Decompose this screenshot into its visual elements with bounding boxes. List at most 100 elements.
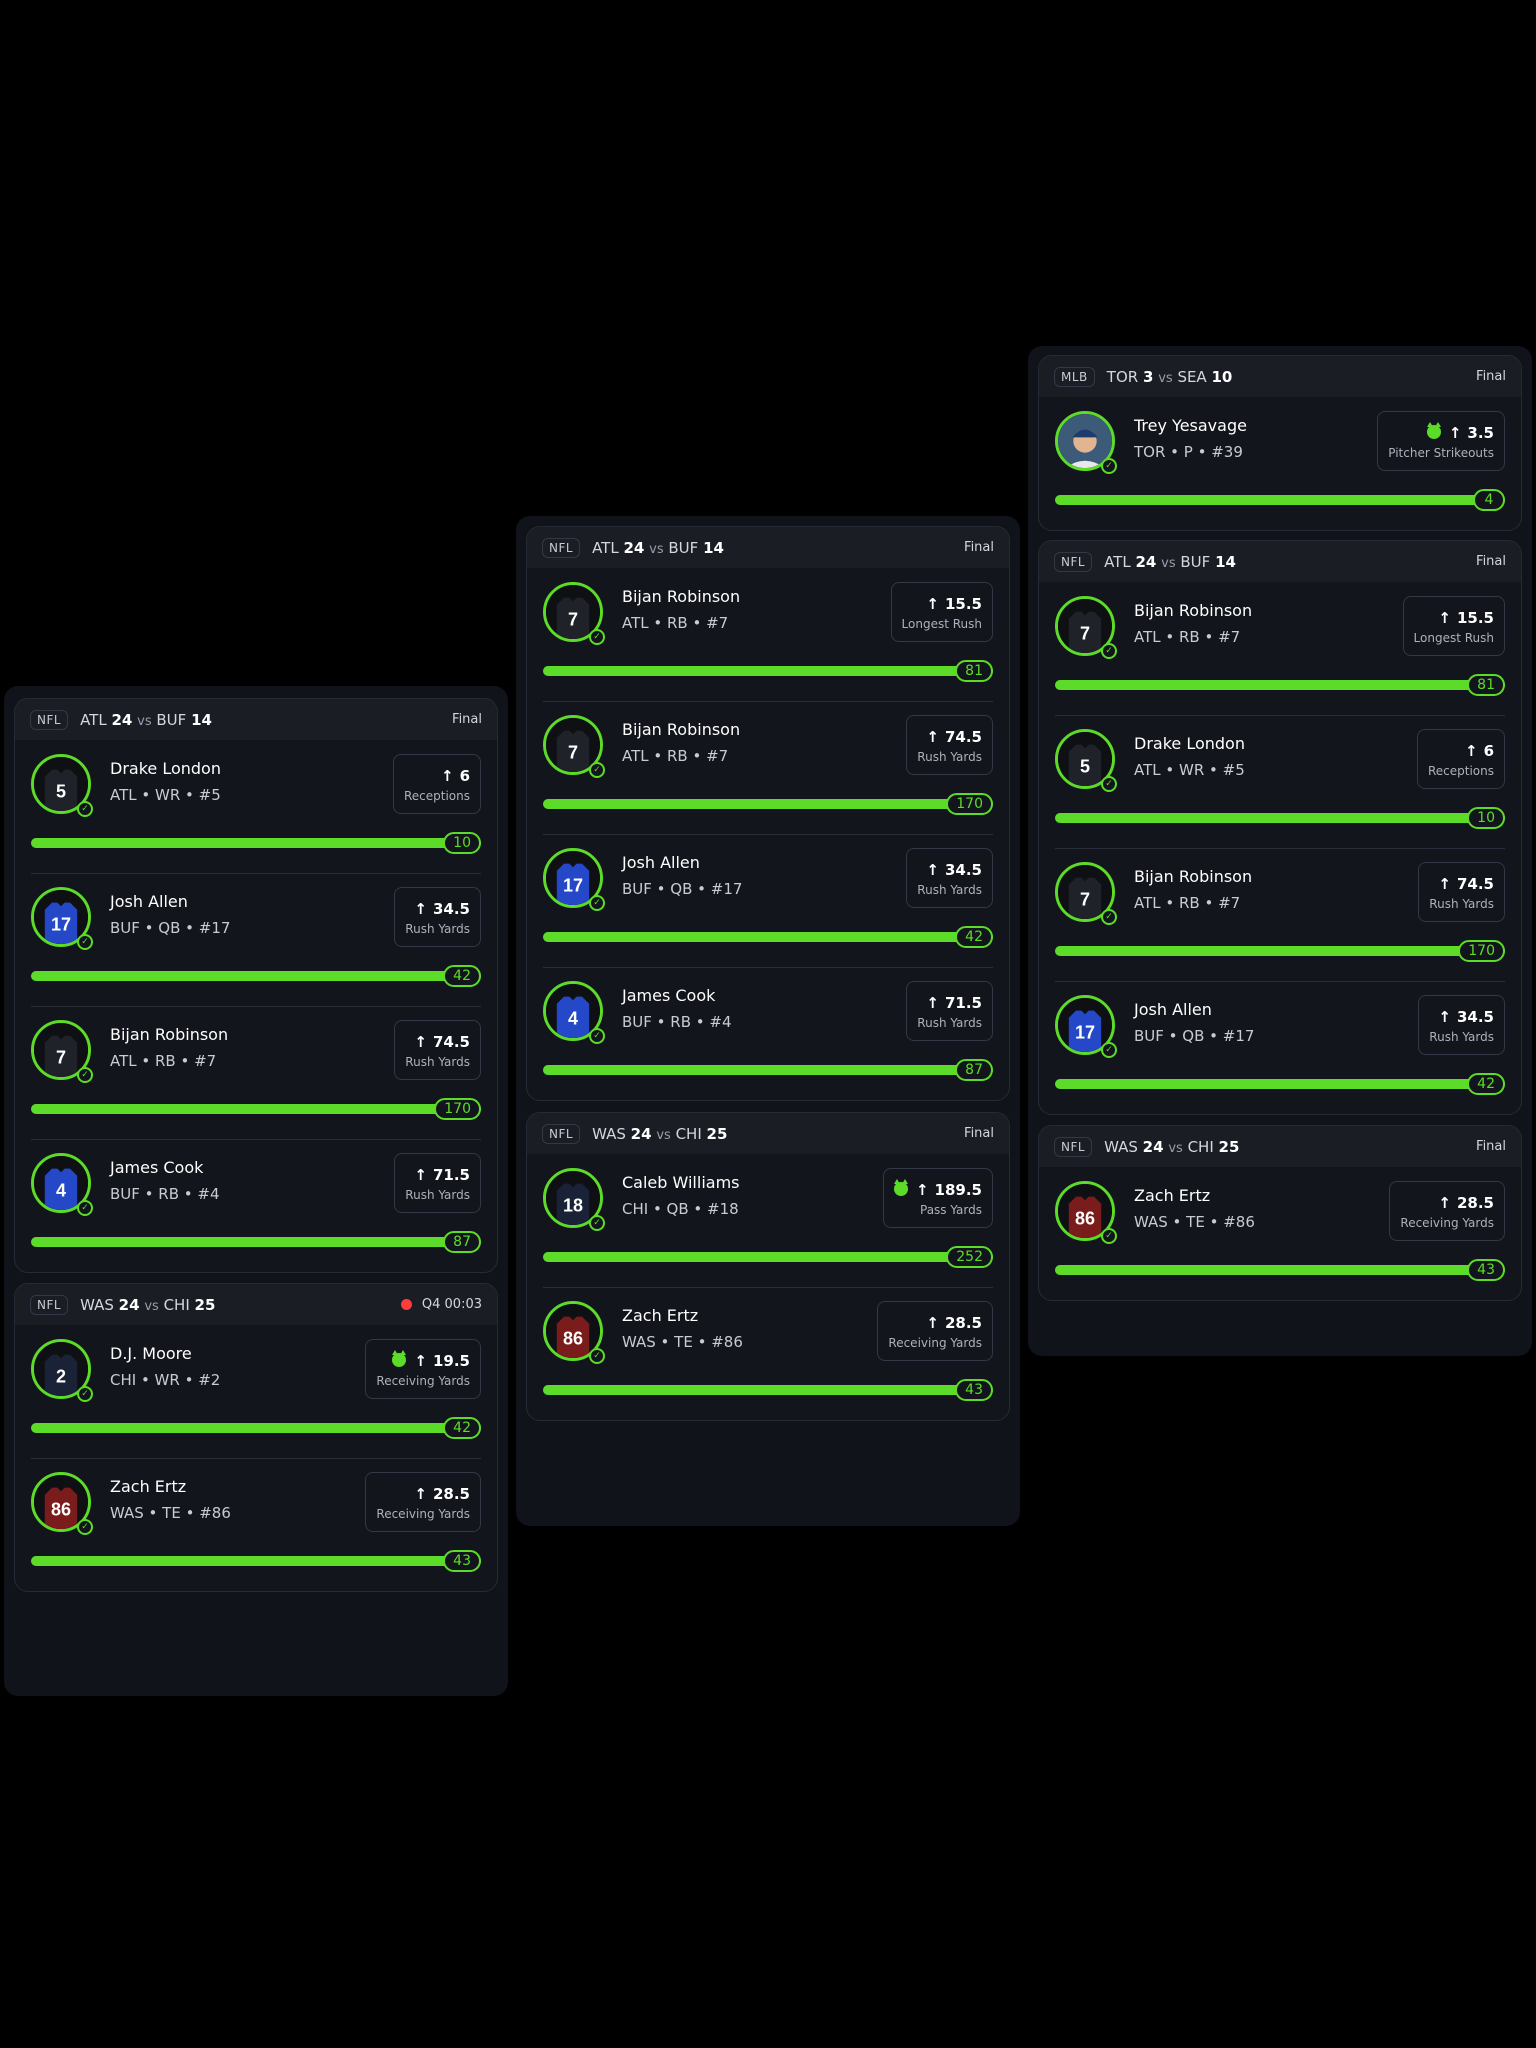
progress-fill xyxy=(31,1237,481,1247)
prop-line-box[interactable]: ↑ 189.5 Pass Yards xyxy=(882,1168,993,1228)
player-prop-row[interactable]: 7 ✓ Bijan Robinson ATL • RB • #7 ↑ 74.5 R… xyxy=(527,701,1009,834)
player-info: BUF • RB • #4 xyxy=(622,1013,732,1031)
player-info: ATL • RB • #7 xyxy=(1134,628,1241,646)
progress-bar xyxy=(1055,1079,1505,1089)
prop-stat-label: Receptions xyxy=(403,789,470,803)
player-prop-row[interactable]: 18 ✓ Caleb Williams CHI • QB • #18 ↑ 189.… xyxy=(527,1154,1009,1287)
progress-bar xyxy=(543,666,993,676)
game-status: Final xyxy=(964,540,994,555)
player-prop-row[interactable]: 7 ✓ Bijan Robinson ATL • RB • #7 ↑ 74.5 R… xyxy=(1039,848,1521,981)
result-value-pill: 87 xyxy=(443,1231,481,1253)
player-prop-row[interactable]: 7 ✓ Bijan Robinson ATL • RB • #7 ↑ 74.5 R… xyxy=(15,1006,497,1139)
prop-line-box[interactable]: ↑ 6 Receptions xyxy=(1416,729,1505,789)
player-prop-row[interactable]: 7 ✓ Bijan Robinson ATL • RB • #7 ↑ 15.5 L… xyxy=(527,568,1009,701)
prop-line-box[interactable]: ↑ 34.5 Rush Yards xyxy=(1418,995,1505,1055)
progress-fill xyxy=(31,838,481,848)
league-badge: MLB xyxy=(1054,366,1095,387)
jersey-icon: 18 xyxy=(546,1171,600,1225)
game-header: NFL WAS 24 vs CHI 25 Final xyxy=(527,1113,1009,1154)
game-status: Final xyxy=(1476,369,1506,384)
prop-line-box[interactable]: ↑ 6 Receptions xyxy=(392,754,481,814)
player-name: Zach Ertz xyxy=(110,1477,187,1496)
prop-line-box[interactable]: ↑ 15.5 Longest Rush xyxy=(890,582,993,642)
game-section: NFL WAS 24 vs CHI 25 Final 86 ✓ Zach Ert… xyxy=(1038,1125,1522,1301)
hit-check-icon: ✓ xyxy=(589,1215,605,1231)
prop-line-box[interactable]: ↑ 19.5 Receiving Yards xyxy=(365,1339,481,1399)
prop-line-box[interactable]: ↑ 74.5 Rush Yards xyxy=(394,1020,481,1080)
player-info: ATL • WR • #5 xyxy=(110,786,221,804)
prop-stat-label: Rush Yards xyxy=(917,1016,982,1030)
progress-fill xyxy=(1055,495,1505,505)
player-prop-row[interactable]: 5 ✓ Drake London ATL • WR • #5 ↑ 6 Recept… xyxy=(1039,715,1521,848)
progress-fill xyxy=(1055,1079,1505,1089)
game-header: NFL ATL 24 vs BUF 14 Final xyxy=(1039,541,1521,582)
game-header: NFL ATL 24 vs BUF 14 Final xyxy=(527,527,1009,568)
player-name: Drake London xyxy=(110,759,221,778)
player-prop-row[interactable]: 17 ✓ Josh Allen BUF • QB • #17 ↑ 34.5 Rus… xyxy=(527,834,1009,967)
player-info: BUF • QB • #17 xyxy=(1134,1027,1255,1045)
progress-fill xyxy=(1055,813,1505,823)
player-prop-row[interactable]: 86 ✓ Zach Ertz WAS • TE • #86 ↑ 28.5 Rece… xyxy=(527,1287,1009,1420)
arrow-up-icon: ↑ xyxy=(1438,875,1451,893)
player-prop-row[interactable]: ✓ Trey Yesavage TOR • P • #39 ↑ 3.5 Pitch… xyxy=(1039,397,1521,530)
arrow-up-icon: ↑ xyxy=(414,1352,427,1370)
game-header: NFL WAS 24 vs CHI 25 Q4 00:03 xyxy=(15,1284,497,1325)
result-value-pill: 42 xyxy=(1467,1073,1505,1095)
progress-bar xyxy=(543,1065,993,1075)
player-prop-row[interactable]: 17 ✓ Josh Allen BUF • QB • #17 ↑ 34.5 Rus… xyxy=(1039,981,1521,1114)
progress-fill xyxy=(31,1556,481,1566)
progress-bar xyxy=(1055,1265,1505,1275)
hit-check-icon: ✓ xyxy=(1101,1042,1117,1058)
hit-check-icon: ✓ xyxy=(77,1386,93,1402)
player-prop-row[interactable]: 4 ✓ James Cook BUF • RB • #4 ↑ 71.5 Rush … xyxy=(527,967,1009,1100)
prop-line-box[interactable]: ↑ 28.5 Receiving Yards xyxy=(365,1472,481,1532)
result-value-pill: 81 xyxy=(955,660,993,682)
prop-stat-label: Pitcher Strikeouts xyxy=(1388,446,1494,460)
player-prop-row[interactable]: 86 ✓ Zach Ertz WAS • TE • #86 ↑ 28.5 Rece… xyxy=(1039,1167,1521,1300)
player-prop-row[interactable]: 2 ✓ D.J. Moore CHI • WR • #2 ↑ 19.5 Recei… xyxy=(15,1325,497,1458)
result-value-pill: 10 xyxy=(1467,807,1505,829)
result-value-pill: 10 xyxy=(443,832,481,854)
matchup: ATL 24 vs BUF 14 xyxy=(80,710,212,729)
player-prop-row[interactable]: 7 ✓ Bijan Robinson ATL • RB • #7 ↑ 15.5 L… xyxy=(1039,582,1521,715)
player-name: Drake London xyxy=(1134,734,1245,753)
prop-line-value: 34.5 xyxy=(1456,1008,1494,1026)
hit-check-icon: ✓ xyxy=(77,934,93,950)
progress-bar xyxy=(31,1237,481,1247)
progress-bar xyxy=(31,1556,481,1566)
hit-check-icon: ✓ xyxy=(1101,909,1117,925)
prop-line-box[interactable]: ↑ 74.5 Rush Yards xyxy=(1418,862,1505,922)
prop-line-box[interactable]: ↑ 28.5 Receiving Yards xyxy=(877,1301,993,1361)
prop-line-box[interactable]: ↑ 34.5 Rush Yards xyxy=(906,848,993,908)
result-value-pill: 170 xyxy=(434,1098,481,1120)
player-name: James Cook xyxy=(622,986,716,1005)
game-section: NFL WAS 24 vs CHI 25 Final 18 ✓ Caleb Wi… xyxy=(526,1112,1010,1421)
player-name: Bijan Robinson xyxy=(622,587,741,606)
prop-line-value: 74.5 xyxy=(432,1033,470,1051)
prop-line-box[interactable]: ↑ 3.5 Pitcher Strikeouts xyxy=(1377,411,1505,471)
player-avatar: 5 xyxy=(1055,729,1115,789)
player-prop-row[interactable]: 17 ✓ Josh Allen BUF • QB • #17 ↑ 34.5 Rus… xyxy=(15,873,497,1006)
player-info: WAS • TE • #86 xyxy=(110,1504,231,1522)
prop-line-box[interactable]: ↑ 74.5 Rush Yards xyxy=(906,715,993,775)
prop-line-box[interactable]: ↑ 71.5 Rush Yards xyxy=(906,981,993,1041)
hit-check-icon: ✓ xyxy=(1101,776,1117,792)
player-name: Caleb Williams xyxy=(622,1173,740,1192)
prop-line-box[interactable]: ↑ 15.5 Longest Rush xyxy=(1402,596,1505,656)
prop-line-box[interactable]: ↑ 28.5 Receiving Yards xyxy=(1389,1181,1505,1241)
prop-stat-label: Longest Rush xyxy=(901,617,982,631)
player-info: ATL • WR • #5 xyxy=(1134,761,1245,779)
prop-line-box[interactable]: ↑ 34.5 Rush Yards xyxy=(394,887,481,947)
result-value-pill: 87 xyxy=(955,1059,993,1081)
prop-stat-label: Pass Yards xyxy=(920,1203,982,1217)
player-prop-row[interactable]: 5 ✓ Drake London ATL • WR • #5 ↑ 6 Recept… xyxy=(15,740,497,873)
prop-line-value: 3.5 xyxy=(1467,424,1494,442)
player-info: CHI • QB • #18 xyxy=(622,1200,739,1218)
matchup: WAS 24 vs CHI 25 xyxy=(592,1124,728,1143)
prop-line-box[interactable]: ↑ 71.5 Rush Yards xyxy=(394,1153,481,1213)
prop-line-value: 6 xyxy=(1483,742,1494,760)
player-prop-row[interactable]: 4 ✓ James Cook BUF • RB • #4 ↑ 71.5 Rush … xyxy=(15,1139,497,1272)
game-section: NFL ATL 24 vs BUF 14 Final 7 ✓ Bijan Rob… xyxy=(526,526,1010,1101)
hit-check-icon: ✓ xyxy=(589,1348,605,1364)
player-prop-row[interactable]: 86 ✓ Zach Ertz WAS • TE • #86 ↑ 28.5 Rece… xyxy=(15,1458,497,1591)
